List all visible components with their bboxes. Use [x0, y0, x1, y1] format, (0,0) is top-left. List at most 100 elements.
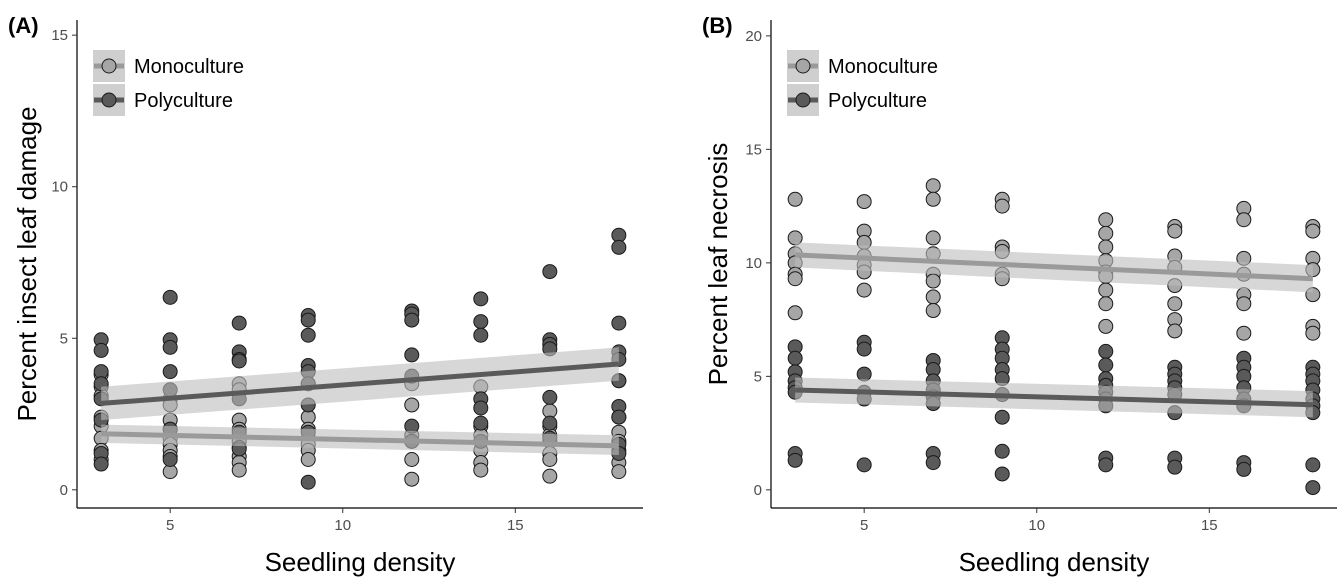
data-point — [856, 282, 872, 298]
data-point — [994, 443, 1010, 459]
data-point — [856, 194, 872, 210]
data-point — [611, 464, 627, 480]
legend: Monoculture Polyculture — [787, 50, 938, 116]
series-polyculture-points — [93, 227, 627, 490]
trend-line — [100, 361, 620, 406]
data-point — [1098, 239, 1114, 255]
data-point — [542, 452, 558, 468]
data-point — [1236, 325, 1252, 341]
trend-line — [795, 387, 1313, 408]
data-point — [787, 271, 803, 287]
data-point — [473, 291, 489, 307]
data-point — [1167, 296, 1183, 312]
data-point — [1305, 223, 1321, 239]
x-tick-label: 5 — [860, 517, 868, 534]
data-point — [300, 474, 316, 490]
legend-label: Monoculture — [828, 56, 938, 78]
panel-b: (B) 0 5 10 15 20 5 10 15 Seedling density Percent … — [702, 13, 1337, 577]
trend-line — [101, 431, 619, 449]
data-point — [1236, 296, 1252, 312]
x-axis-title: Seedling density — [265, 547, 456, 577]
y-tick-label: 0 — [754, 482, 762, 499]
data-point — [542, 264, 558, 280]
legend: Monoculture Polyculture — [93, 50, 244, 116]
data-point — [787, 305, 803, 321]
trend-line — [795, 252, 1313, 282]
data-point — [611, 409, 627, 425]
data-point — [473, 400, 489, 416]
legend-key-marker — [101, 58, 117, 74]
y-tick-label: 5 — [60, 330, 68, 347]
data-point — [404, 397, 420, 413]
data-point — [856, 457, 872, 473]
y-tick-label: 15 — [51, 27, 68, 44]
data-point — [473, 415, 489, 431]
data-point — [300, 312, 316, 328]
data-point — [1098, 296, 1114, 312]
data-point — [1098, 282, 1114, 298]
data-point — [542, 468, 558, 484]
data-point — [542, 415, 558, 431]
legend-label: Polyculture — [828, 90, 927, 112]
data-point — [787, 452, 803, 468]
data-point — [1098, 343, 1114, 359]
legend-label: Monoculture — [134, 56, 244, 78]
y-tick-label: 20 — [745, 28, 762, 45]
panel-label: (A) — [8, 13, 39, 38]
data-point — [1098, 225, 1114, 241]
x-tick-label: 5 — [166, 517, 174, 534]
data-point — [162, 452, 178, 468]
data-point — [994, 409, 1010, 425]
data-point — [1098, 212, 1114, 228]
y-axis-title: Percent insect leaf damage — [12, 106, 42, 421]
data-point — [925, 178, 941, 194]
data-point — [925, 191, 941, 207]
data-point — [473, 314, 489, 330]
data-point — [1305, 457, 1321, 473]
data-point — [542, 389, 558, 405]
y-axis-title: Percent leaf necrosis — [703, 143, 733, 386]
data-point — [611, 239, 627, 255]
data-point — [925, 455, 941, 471]
data-point — [231, 462, 247, 478]
panel-label: (B) — [702, 13, 733, 38]
y-tick-label: 10 — [51, 179, 68, 196]
x-tick-label: 15 — [1201, 517, 1218, 534]
data-point — [300, 327, 316, 343]
legend-key-marker — [795, 92, 811, 108]
x-axis-title: Seedling density — [959, 547, 1150, 577]
data-point — [1167, 459, 1183, 475]
data-point — [231, 315, 247, 331]
data-point — [856, 366, 872, 382]
data-point — [162, 339, 178, 355]
data-point — [1098, 457, 1114, 473]
data-point — [925, 303, 941, 319]
data-point — [1305, 325, 1321, 341]
data-point — [611, 315, 627, 331]
data-point — [1167, 223, 1183, 239]
data-point — [1098, 357, 1114, 373]
data-point — [787, 350, 803, 366]
data-point — [404, 452, 420, 468]
data-point — [300, 452, 316, 468]
data-point — [1167, 323, 1183, 339]
data-point — [925, 273, 941, 289]
legend-key-marker — [795, 58, 811, 74]
panel-a: (A) 0 5 10 15 5 10 15 Seedling density Percent in… — [8, 13, 643, 577]
data-point — [994, 198, 1010, 214]
data-point — [93, 456, 109, 472]
data-point — [162, 289, 178, 305]
y-tick-label: 15 — [745, 141, 762, 158]
data-point — [925, 289, 941, 305]
data-point — [404, 312, 420, 328]
x-tick-label: 15 — [507, 517, 524, 534]
data-point — [404, 347, 420, 363]
data-point — [1236, 212, 1252, 228]
y-tick-label: 5 — [754, 368, 762, 385]
legend-label: Polyculture — [134, 90, 233, 112]
data-point — [231, 353, 247, 369]
x-tick-label: 10 — [334, 517, 351, 534]
data-point — [473, 462, 489, 478]
data-point — [787, 191, 803, 207]
